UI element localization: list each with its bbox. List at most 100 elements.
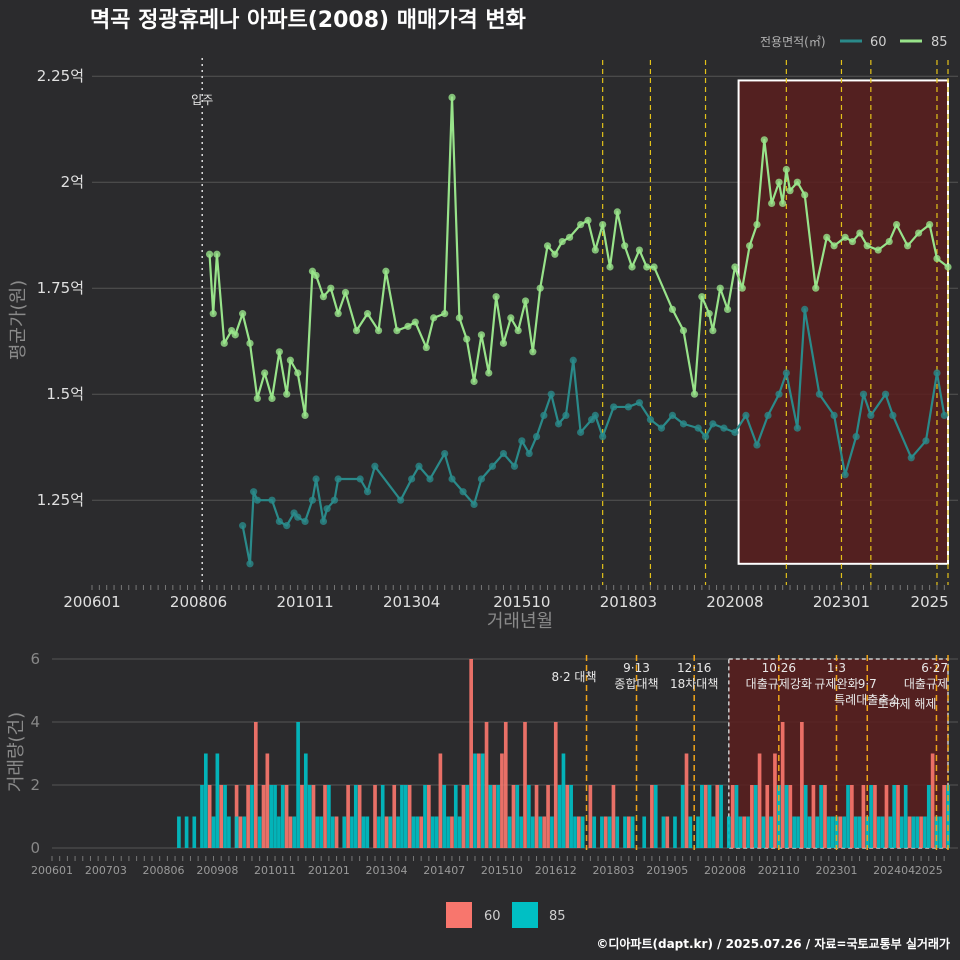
bar-60 bbox=[469, 659, 473, 848]
bar-85 bbox=[453, 785, 458, 848]
bottom-x-tick-label: 202404 bbox=[873, 864, 915, 877]
bar-85 bbox=[865, 816, 870, 848]
policy-label: 대출규제 bbox=[904, 677, 948, 691]
data-point-85 bbox=[286, 356, 294, 364]
bottom-legend-swatch-60 bbox=[446, 902, 472, 928]
data-point-60 bbox=[426, 475, 434, 483]
bar-85 bbox=[250, 785, 254, 848]
data-point-85 bbox=[863, 242, 871, 250]
data-point-85 bbox=[205, 250, 214, 258]
bar-85 bbox=[923, 816, 927, 848]
data-point-60 bbox=[562, 411, 570, 419]
data-point-85 bbox=[599, 221, 607, 229]
data-point-85 bbox=[430, 314, 438, 322]
data-point-85 bbox=[643, 263, 651, 271]
bar-60 bbox=[611, 785, 616, 848]
bar-85 bbox=[234, 816, 239, 848]
bar-85 bbox=[442, 785, 447, 848]
policy-label: 규제완화 bbox=[814, 677, 858, 691]
bar-85 bbox=[826, 816, 831, 848]
bottom-x-tick-label: 201510 bbox=[481, 864, 523, 877]
policy-label: 18차대책 bbox=[670, 676, 718, 691]
data-point-85 bbox=[448, 93, 456, 101]
data-point-60 bbox=[859, 390, 868, 398]
data-point-85 bbox=[341, 288, 350, 297]
bar-60 bbox=[238, 816, 243, 848]
data-point-85 bbox=[753, 221, 761, 229]
data-point-85 bbox=[915, 229, 923, 237]
policy-label: 12·16 bbox=[677, 661, 711, 675]
bar-85 bbox=[192, 816, 197, 848]
data-point-60 bbox=[599, 433, 607, 441]
bar-85 bbox=[296, 722, 300, 848]
bar-85 bbox=[842, 816, 846, 848]
legend-label-60: 60 bbox=[870, 35, 887, 50]
bar-60 bbox=[811, 785, 816, 848]
data-point-60 bbox=[830, 411, 838, 419]
bar-85 bbox=[653, 785, 658, 848]
data-point-85 bbox=[606, 263, 614, 271]
bar-85 bbox=[380, 785, 385, 848]
data-point-85 bbox=[499, 339, 508, 347]
data-point-60 bbox=[554, 420, 563, 428]
data-point-85 bbox=[253, 394, 261, 403]
top-x-tick-label: 2025 bbox=[911, 593, 949, 611]
bar-60 bbox=[246, 785, 250, 848]
data-point-85 bbox=[514, 327, 522, 335]
data-point-60 bbox=[881, 390, 890, 398]
data-point-85 bbox=[441, 310, 449, 318]
bar-60 bbox=[861, 785, 866, 848]
data-point-60 bbox=[841, 471, 849, 479]
data-point-85 bbox=[239, 310, 247, 318]
bottom-highlight-box bbox=[728, 658, 949, 849]
bar-85 bbox=[211, 816, 216, 848]
top-axes: 1.25억 1.5억 1.75억 2억 2.25억 200601 200806 201011 2… bbox=[37, 67, 949, 611]
bar-85 bbox=[465, 785, 470, 848]
data-point-85 bbox=[283, 390, 291, 398]
top-x-tick-label: 202008 bbox=[706, 593, 763, 611]
data-point-85 bbox=[352, 327, 361, 335]
data-point-60 bbox=[246, 560, 254, 568]
bar-85 bbox=[223, 785, 227, 848]
data-point-60 bbox=[518, 437, 526, 445]
data-point-85 bbox=[782, 165, 790, 174]
data-point-60 bbox=[397, 496, 405, 504]
bar-85 bbox=[434, 816, 439, 848]
bar-85 bbox=[719, 785, 723, 848]
bar-85 bbox=[507, 816, 512, 848]
data-point-85 bbox=[944, 263, 952, 271]
data-point-85 bbox=[628, 263, 636, 271]
bar-85 bbox=[423, 785, 427, 848]
bottom-legend-label-85: 85 bbox=[549, 909, 566, 924]
bar-85 bbox=[803, 785, 808, 848]
top-legend[interactable]: 전용면적(㎡) 60 85 bbox=[760, 35, 948, 50]
data-point-60 bbox=[275, 517, 283, 526]
bar-60 bbox=[461, 785, 466, 848]
data-point-60 bbox=[867, 411, 875, 419]
data-point-85 bbox=[455, 314, 463, 322]
bar-60 bbox=[477, 753, 481, 848]
bar-60 bbox=[357, 785, 362, 848]
data-point-60 bbox=[668, 411, 677, 419]
bar-85 bbox=[753, 785, 758, 848]
bar-85 bbox=[615, 816, 620, 848]
bar-60 bbox=[392, 785, 397, 848]
bar-60 bbox=[730, 785, 735, 848]
bar-60 bbox=[919, 816, 923, 848]
bar-85 bbox=[892, 785, 896, 848]
data-point-85 bbox=[892, 221, 901, 229]
data-point-60 bbox=[250, 488, 258, 496]
bar-85 bbox=[573, 816, 577, 848]
bar-60 bbox=[850, 785, 854, 848]
bar-85 bbox=[319, 816, 324, 848]
data-point-60 bbox=[239, 522, 247, 530]
bar-85 bbox=[403, 785, 408, 848]
bar-85 bbox=[769, 816, 773, 848]
bar-85 bbox=[411, 816, 416, 848]
bar-60 bbox=[703, 785, 708, 848]
bar-85 bbox=[177, 816, 181, 848]
data-point-60 bbox=[657, 424, 666, 432]
bottom-legend[interactable]: 60 85 bbox=[446, 902, 566, 928]
data-point-85 bbox=[668, 305, 677, 313]
bar-85 bbox=[530, 816, 535, 848]
